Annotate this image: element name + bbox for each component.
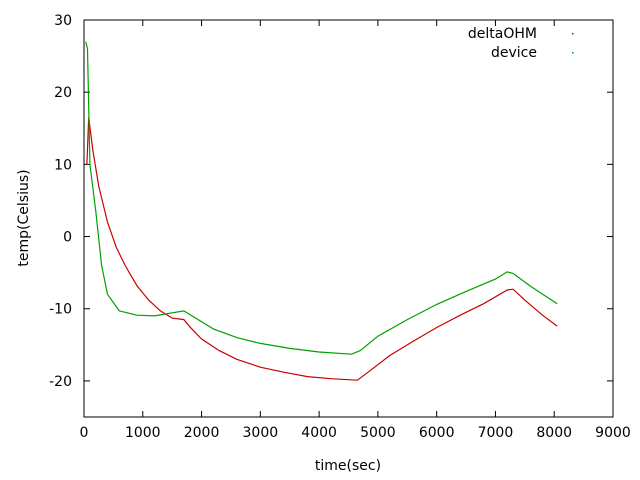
y-tick-label: -10 bbox=[49, 302, 72, 318]
x-tick-label: 1000 bbox=[125, 425, 161, 441]
series-line-deltaohm bbox=[86, 117, 558, 381]
series-group bbox=[85, 41, 558, 381]
y-tick-label: 0 bbox=[63, 230, 72, 246]
x-tick-label: 2000 bbox=[184, 425, 220, 441]
legend-swatch-deltaohm bbox=[572, 33, 574, 35]
x-tick-label: 5000 bbox=[360, 425, 396, 441]
axis-tick-labels: 0 1000 2000 3000 4000 5000 6000 7000 8000 9000 -20… bbox=[49, 13, 631, 441]
y-tick-label: -20 bbox=[49, 374, 72, 390]
axis-ticks bbox=[83, 19, 614, 417]
y-axis-label: temp(Celsius) bbox=[16, 169, 32, 266]
x-tick-label: 8000 bbox=[536, 425, 572, 441]
legend-swatch-device bbox=[572, 52, 574, 54]
series-line-device bbox=[85, 41, 558, 355]
x-axis-label: time(sec) bbox=[315, 458, 381, 474]
legend: deltaOHM device bbox=[468, 26, 574, 61]
y-tick-label: 30 bbox=[54, 13, 72, 29]
legend-label-device: device bbox=[491, 45, 537, 61]
x-tick-label: 0 bbox=[80, 425, 89, 441]
x-tick-label: 6000 bbox=[419, 425, 455, 441]
legend-label-deltaohm: deltaOHM bbox=[468, 26, 537, 42]
y-tick-label: 20 bbox=[54, 85, 72, 101]
x-tick-label: 7000 bbox=[478, 425, 514, 441]
x-tick-label: 4000 bbox=[301, 425, 337, 441]
plot-frame bbox=[83, 19, 614, 418]
x-tick-label: 3000 bbox=[243, 425, 279, 441]
x-tick-label: 9000 bbox=[595, 425, 631, 441]
y-tick-label: 10 bbox=[54, 157, 72, 173]
